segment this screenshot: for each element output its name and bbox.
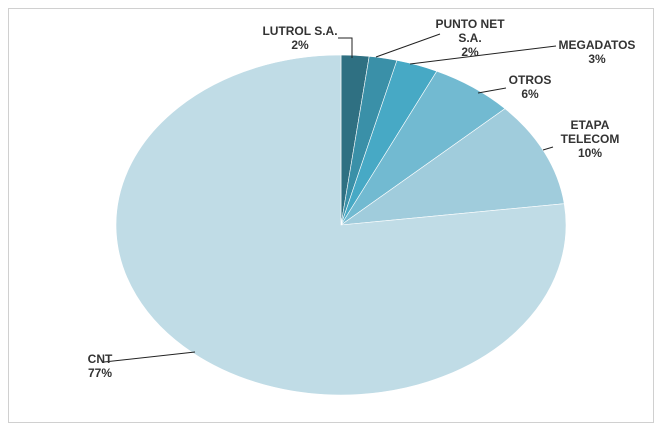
leader-line xyxy=(375,33,441,58)
slice-value: 3% xyxy=(588,52,606,66)
leader-line xyxy=(542,146,554,151)
data-label: LUTROL S.A. 2% xyxy=(255,24,345,52)
leader-line xyxy=(409,45,557,65)
slice-value: 10% xyxy=(577,146,603,160)
leader-line xyxy=(338,37,353,58)
data-label: PUNTO NET S.A. 2% xyxy=(425,17,515,59)
data-label: OTROS 6% xyxy=(495,73,565,101)
slice-value: 2% xyxy=(291,38,309,52)
slice-value: 2% xyxy=(461,45,479,59)
slice-value: 6% xyxy=(521,87,539,101)
slice-name: MEGADATOS xyxy=(558,38,636,52)
pie-slice xyxy=(339,108,565,226)
slice-value: 77% xyxy=(87,366,113,380)
leader-line xyxy=(103,351,196,363)
slice-name: ETAPA TELECOM xyxy=(560,118,620,146)
slice-name: CNT xyxy=(87,352,113,366)
data-label: MEGADATOS 3% xyxy=(552,38,642,66)
slice-name: PUNTO NET S.A. xyxy=(435,17,505,45)
data-label: ETAPA TELECOM 10% xyxy=(545,118,635,160)
data-label: CNT 77% xyxy=(70,352,130,380)
slice-name: LUTROL S.A. xyxy=(262,24,338,38)
leader-line xyxy=(477,87,507,94)
slice-name: OTROS xyxy=(508,73,552,87)
